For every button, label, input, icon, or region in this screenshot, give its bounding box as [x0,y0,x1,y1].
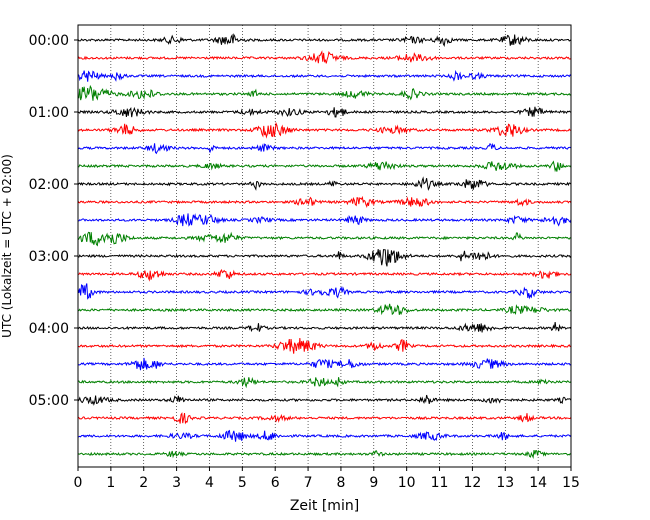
x-ticks: 0 1 2 3 4 5 6 7 8 9 10 11 12 13 14 15 [74,467,580,491]
x-tick-label: 1 [106,475,115,491]
trace-row [77,121,572,139]
x-tick-label: 13 [496,475,514,491]
x-tick-label: 15 [562,475,580,491]
x-tick-label: 0 [74,475,83,491]
trace-row [77,268,572,282]
trace-row [77,213,572,227]
trace-rows [77,33,572,459]
y-ticks: 00:00 01:00 02:00 03:00 04:00 05:00 [29,33,78,409]
x-tick-label: 6 [271,475,280,491]
y-tick-label: 02:00 [29,177,69,193]
trace-row [77,337,572,354]
x-tick-label: 4 [205,475,214,491]
trace-row [77,429,572,442]
y-axis-label: UTC (Lokalzeit = UTC + 02:00) [0,154,14,338]
trace-row [77,449,572,459]
plot-frame [77,24,572,468]
trace-row [77,69,572,82]
trace-row [77,303,572,316]
trace-row [77,160,572,173]
trace-row [77,283,572,300]
x-tick-label: 10 [398,475,416,491]
trace-row [77,376,572,389]
y-tick-label: 04:00 [29,321,69,337]
y-tick-label: 00:00 [29,33,69,49]
x-gridlines [110,25,539,467]
trace-row [77,176,572,191]
x-tick-label: 7 [304,475,313,491]
x-tick-label: 12 [463,475,481,491]
y-tick-label: 01:00 [29,105,69,121]
trace-row [77,394,572,406]
trace-row [77,106,572,118]
y-tick-label: 03:00 [29,249,69,265]
trace-row [77,33,572,48]
x-tick-label: 5 [238,475,247,491]
trace-row [77,249,572,267]
trace-row [77,195,572,208]
y-tick-label: 05:00 [29,393,69,409]
x-tick-label: 3 [172,475,181,491]
trace-row [77,322,572,333]
trace-row [77,231,572,247]
trace-row [77,84,572,101]
x-tick-label: 14 [529,475,547,491]
trace-row [77,357,572,371]
x-tick-label: 2 [139,475,148,491]
x-axis-label: Zeit [min] [290,498,359,514]
x-tick-label: 11 [431,475,449,491]
trace-row [77,50,572,64]
x-tick-label: 9 [369,475,378,491]
trace-row [77,412,572,425]
x-tick-label: 8 [336,475,345,491]
trace-row [77,142,572,155]
